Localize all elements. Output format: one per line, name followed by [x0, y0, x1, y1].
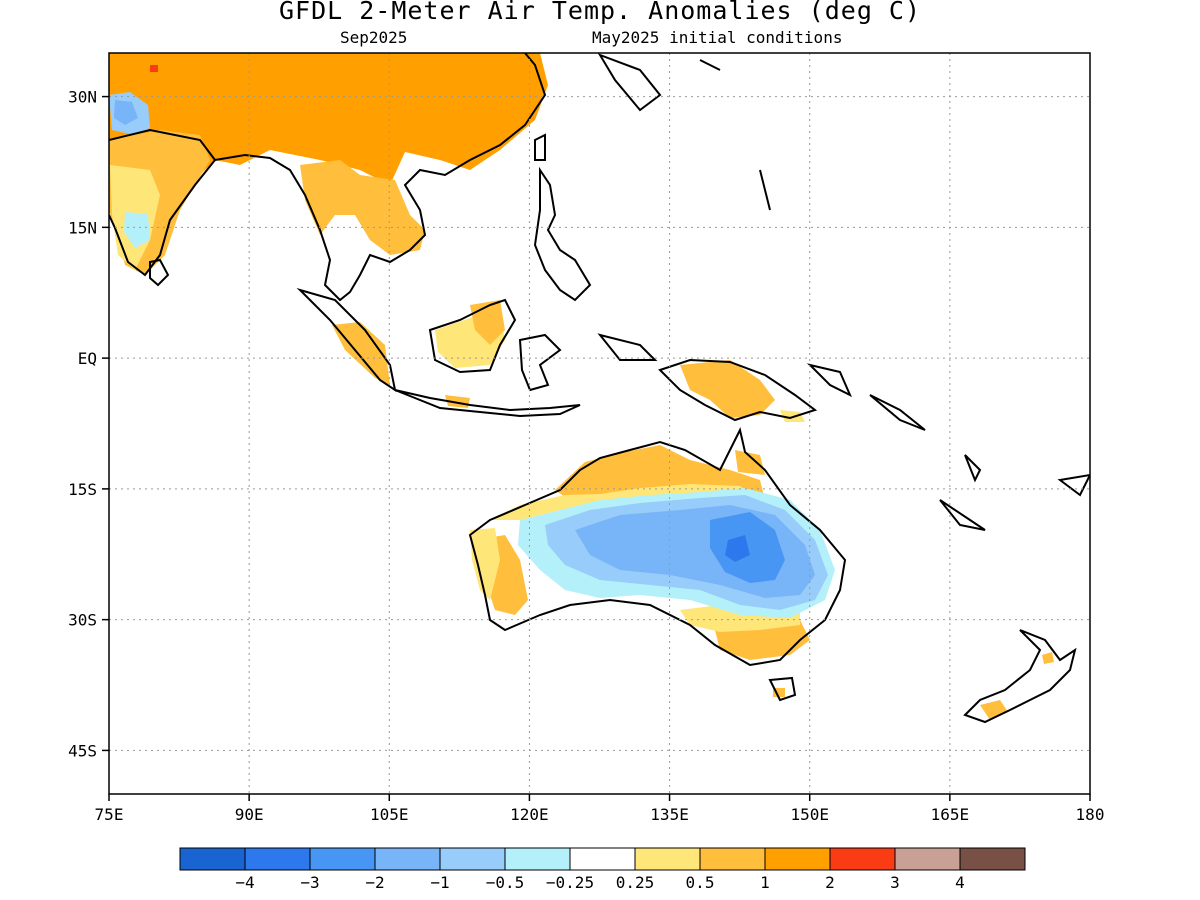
x-tick-label: 180: [1076, 805, 1105, 824]
y-tick-label: 30S: [68, 611, 97, 630]
colorbar-swatch: [179, 847, 246, 871]
x-tick-label: 90E: [235, 805, 264, 824]
colorbar-swatch: [699, 847, 766, 871]
colorbar-swatch: [894, 847, 961, 871]
anomaly-region-sumatra: [332, 322, 390, 385]
y-tick-label: EQ: [78, 349, 97, 368]
colorbar-label: 4: [955, 873, 965, 892]
anomaly-region-indochina: [300, 160, 425, 255]
colorbar-swatch: [569, 847, 636, 871]
colorbar-label: 1: [760, 873, 770, 892]
x-tick-label: 150E: [790, 805, 829, 824]
colorbar-label: −4: [235, 873, 254, 892]
anomaly-region-asia: [109, 53, 548, 210]
colorbar: −4 −3 −2 −1 −0.5 −0.25 0.25 0.5 1 2 3 4: [179, 847, 1026, 892]
anomaly-region-new-guinea: [680, 360, 775, 418]
initial-conditions: May2025 initial conditions: [592, 28, 843, 47]
forecast-month: Sep2025: [340, 28, 408, 47]
map-title: GFDL 2-Meter Air Temp. Anomalies (deg C): [278, 0, 922, 25]
axis-ticks: 75E 90E 105E 120E 135E 150E 165E 180 30N 15N EQ 15S…: [68, 88, 1104, 824]
y-tick-label: 30N: [68, 88, 97, 107]
colorbar-swatch: [439, 847, 506, 871]
colorbar-swatch: [764, 847, 831, 871]
plot-frame: [108, 52, 1091, 795]
colorbar-swatch: [829, 847, 896, 871]
coastlines: [109, 53, 1090, 724]
colorbar-label: −2: [365, 873, 384, 892]
colorbar-swatch: [374, 847, 441, 871]
colorbar-label: 0.5: [686, 873, 715, 892]
colorbar-swatch: [504, 847, 571, 871]
y-tick-label: 45S: [68, 741, 97, 760]
colorbar-label: 3: [890, 873, 900, 892]
x-tick-label: 105E: [370, 805, 409, 824]
x-tick-label: 75E: [95, 805, 124, 824]
colorbar-swatch: [309, 847, 376, 871]
y-tick-label: 15N: [68, 218, 97, 237]
anomaly-region-india-cool: [124, 212, 150, 248]
colorbar-label: −3: [300, 873, 319, 892]
colorbar-swatch: [634, 847, 701, 871]
x-tick-label: 135E: [650, 805, 689, 824]
x-tick-label: 120E: [510, 805, 549, 824]
lat-lon-grid: [109, 53, 1090, 794]
colorbar-label: 2: [825, 873, 835, 892]
colorbar-label: 0.25: [616, 873, 655, 892]
anomaly-shading: [109, 53, 1054, 720]
x-tick-label: 165E: [931, 805, 970, 824]
colorbar-label: −0.5: [486, 873, 525, 892]
colorbar-swatch: [244, 847, 311, 871]
colorbar-swatch: [959, 847, 1026, 871]
colorbar-label: −0.25: [546, 873, 594, 892]
y-tick-label: 15S: [68, 480, 97, 499]
colorbar-label: −1: [430, 873, 449, 892]
